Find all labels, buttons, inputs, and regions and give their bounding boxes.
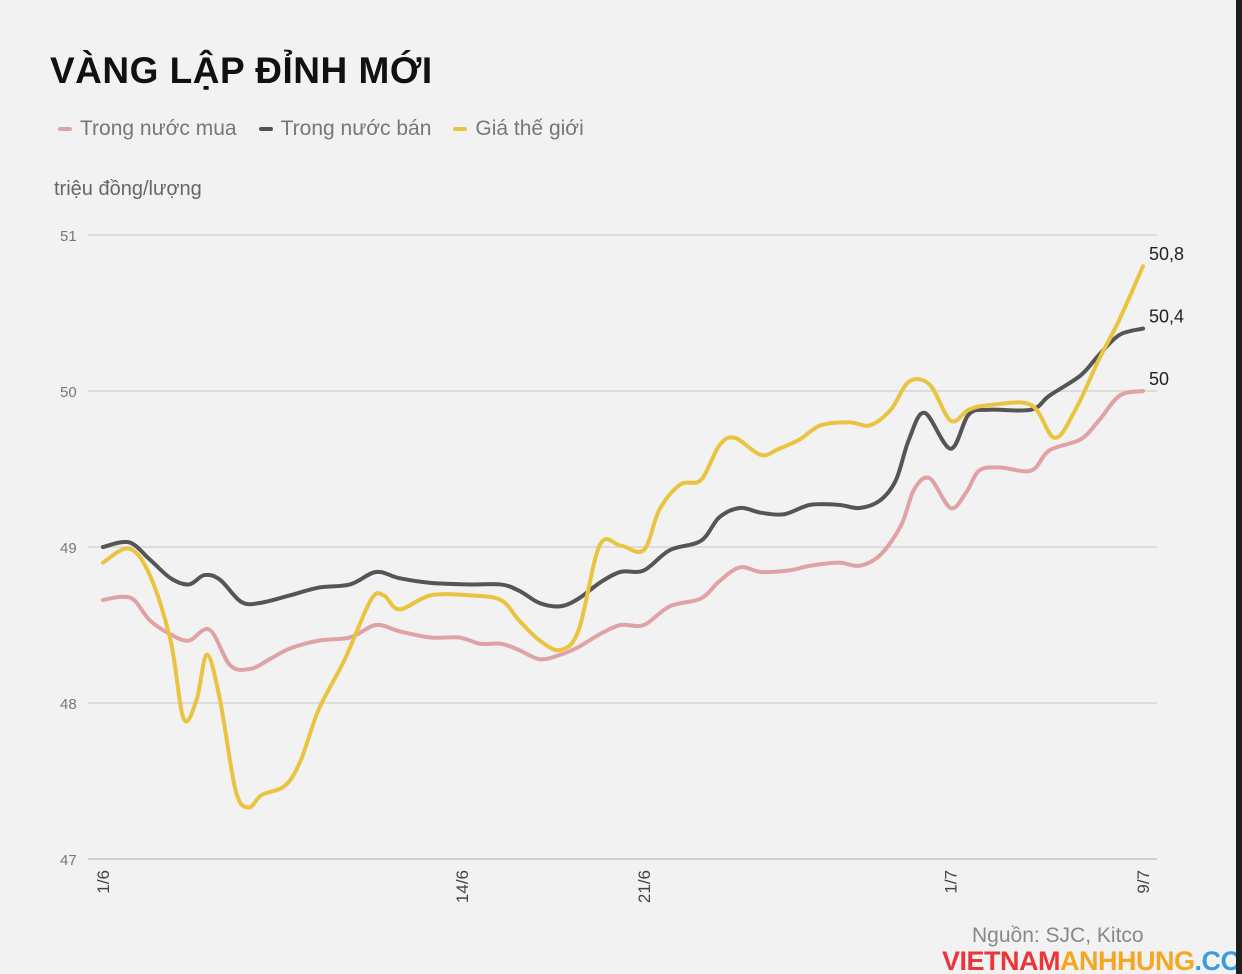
legend-label: Trong nước bán	[280, 117, 432, 140]
legend: Trong nước mua Trong nước bán Giá thế gi…	[58, 117, 584, 141]
series-line-domestic-buy	[101, 389, 1145, 672]
x-tick-label: 21/6	[635, 870, 654, 903]
legend-item-domestic-sell: Trong nước bán	[258, 117, 432, 141]
y-tick-label: 47	[60, 852, 77, 869]
legend-label: Trong nước mua	[80, 117, 237, 140]
legend-swatch	[453, 127, 468, 131]
legend-label: Giá thế giới	[475, 117, 584, 140]
end-value-label: 50	[1149, 369, 1169, 389]
y-tick-label: 49	[60, 540, 77, 557]
watermark-part: ANHHUNG	[1060, 946, 1195, 974]
x-tick-label: 1/6	[94, 870, 113, 894]
legend-swatch	[258, 127, 273, 131]
x-tick-label: 1/7	[942, 870, 961, 894]
y-tick-label: 50	[60, 384, 77, 401]
x-tick-label: 14/6	[453, 870, 472, 903]
legend-item-domestic-buy: Trong nước mua	[58, 117, 237, 141]
x-tick-label: 9/7	[1134, 870, 1153, 894]
end-value-label: 50,8	[1149, 244, 1184, 264]
series-line-domestic-sell	[101, 326, 1145, 609]
watermark-logo: VIETNAMANHHUNG.COM	[942, 946, 1236, 974]
legend-swatch	[58, 127, 72, 131]
watermark-part: VIETNAM	[942, 946, 1061, 974]
series-line-world-price	[101, 264, 1145, 810]
legend-item-world-price: Giá thế giới	[453, 117, 584, 141]
watermark-part: .COM	[1194, 946, 1237, 974]
end-value-label: 50,4	[1149, 307, 1184, 327]
y-tick-label: 48	[60, 696, 77, 713]
source-note: Nguồn: SJC, Kitco	[972, 924, 1144, 947]
y-tick-label: 51	[60, 228, 77, 245]
chart-title: VÀNG LẬP ĐỈNH MỚI	[50, 50, 433, 91]
y-axis-unit-label: triệu đồng/lượng	[54, 178, 202, 200]
